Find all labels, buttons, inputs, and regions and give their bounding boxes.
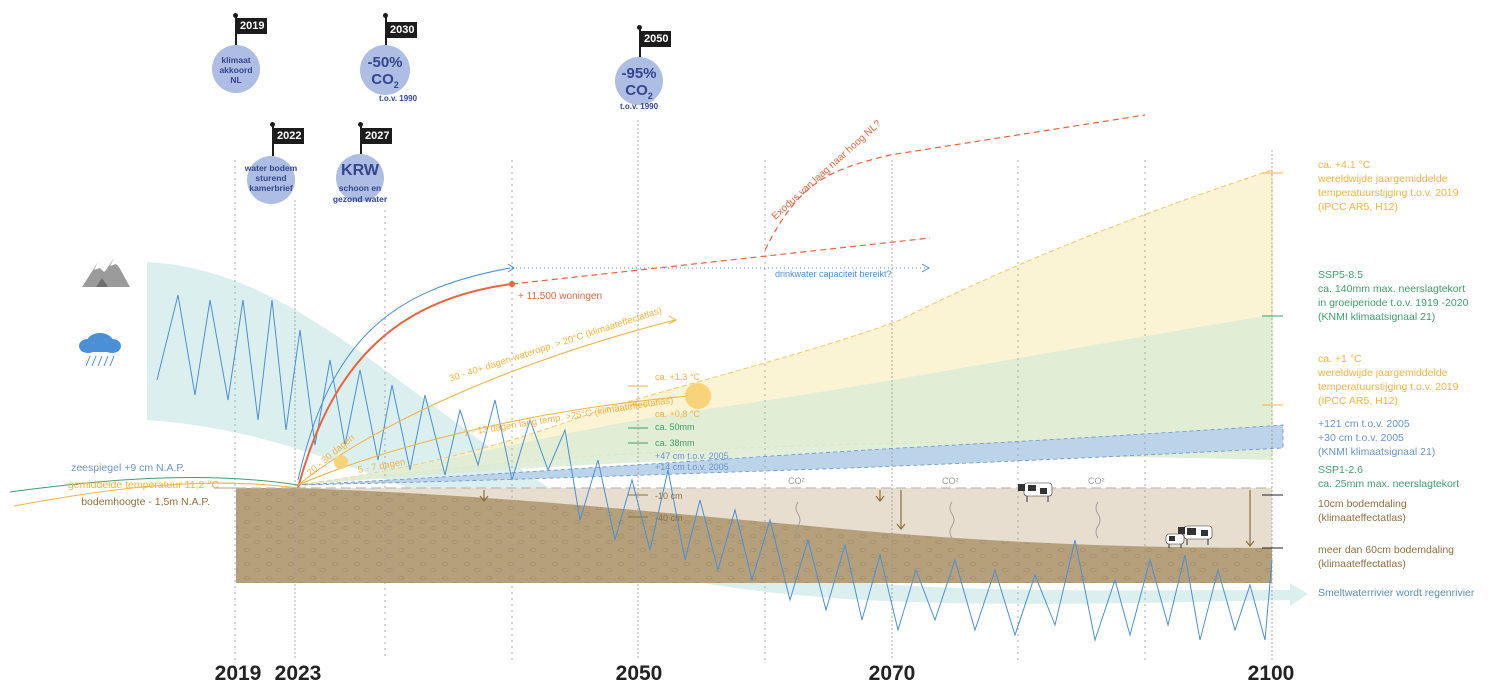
label-sea-47: +47 cm t.o.v. 2005 [655, 451, 729, 461]
legend-temp-low: ca. +1 °C wereldwijde jaargemiddelde tempe… [1318, 353, 1459, 407]
river-discharge-line [156, 294, 1273, 642]
label-sealevel-start: zeespiegel +9 cm N.A.P. [71, 462, 185, 474]
days-25-curve [297, 394, 701, 486]
milestone-2050-ref: t.o.v. 1990 [619, 102, 659, 111]
flag-2022: 2022 [274, 128, 305, 144]
year-2023: 2023 [274, 662, 322, 685]
rain-cloud-icon [79, 333, 121, 367]
label-drinkwater: drinkwater capaciteit bereikt? [775, 269, 892, 279]
sun-small [334, 455, 348, 469]
flag-pole [272, 124, 274, 156]
milestone-2027-title: KRW [341, 162, 379, 179]
exodus-curve [764, 114, 1146, 251]
milestone-2027-text: schoon en gezond water [332, 183, 388, 204]
legend-precip-low: SSP1-2.6 ca. 25mm max. neerslagtekort [1318, 464, 1460, 490]
milestone-2030: -50% CO2 t.o.v. 1990 [360, 45, 417, 103]
legend-river: Smeltwaterrivier wordt regenrivier [1318, 587, 1475, 599]
milestone-2019-text: klimaat akkoord NL [219, 55, 253, 85]
label-co2-3: CO² [1088, 476, 1105, 486]
mountain-icon [82, 258, 130, 287]
flag-2050: 2050 [641, 31, 672, 47]
label-soil-start: bodemhoogte - 1,5m N.A.P. [81, 496, 210, 508]
year-2070: 2070 [868, 662, 916, 685]
flag-pole [360, 124, 362, 154]
year-2050: 2050 [615, 662, 663, 685]
flag-pole [235, 15, 237, 45]
label-co2-2: CO² [942, 476, 959, 486]
flag-pole [639, 27, 641, 57]
label-sea-14: +14 cm t.o.v. 2005 [655, 462, 729, 472]
legend-subsidence-60: meer dan 60cm bodemdaling (klimaateffecta… [1318, 544, 1454, 570]
flag-2030: 2030 [387, 22, 418, 38]
milestone-2030-co2: CO2 [371, 71, 399, 90]
sun-large [685, 383, 711, 409]
milestone-2030-ref: t.o.v. 1990 [378, 94, 418, 103]
milestone-2050: -95% CO2 t.o.v. 1990 [615, 57, 663, 111]
milestone-2050-pct: -95% [621, 65, 657, 82]
flag-2027: 2027 [362, 128, 393, 144]
year-2019: 2019 [214, 662, 262, 685]
year-2100: 2100 [1247, 662, 1295, 685]
drinkwater-curve [297, 267, 511, 481]
flag-pole [385, 15, 387, 45]
label-subsidence-40: -40 cm [655, 513, 683, 523]
legend-temp-high: ca. +4.1 °C wereldwijde jaargemiddelde tem… [1318, 159, 1459, 213]
legend-subsidence-10: 10cm bodemdaling (klimaateffectatlas) [1318, 498, 1407, 524]
housing-curve [297, 283, 513, 489]
label-temp-08: ca. +0,8 °C [655, 409, 700, 419]
label-precip-38: ca. 38mm [655, 438, 695, 448]
label-co2-1: CO² [788, 476, 805, 486]
cow-1 [1018, 482, 1053, 502]
legend-precip-high: SSP5-8.5 ca. 140mm max. neerslagtekort in … [1318, 269, 1469, 323]
label-precip-50: ca. 50mm [655, 422, 695, 432]
milestone-2022-text: water bodem sturend kamerbrief [244, 163, 298, 193]
cow-2 [1178, 525, 1213, 545]
label-housing: + 11.500 woningen [518, 291, 603, 302]
label-subsidence-10: -10 cm [655, 491, 683, 501]
milestone-2050-co2: CO2 [625, 82, 653, 101]
meltwater-river-band [147, 262, 1308, 606]
milestone-2019: klimaat akkoord NL [212, 45, 260, 93]
cow-3 [1165, 533, 1185, 548]
legend-sealevel: +121 cm t.o.v. 2005 +30 cm t.o.v. 2005 (KN… [1318, 418, 1436, 458]
year-gridlines [234, 120, 1273, 660]
label-temp-13: ca. +1,3 °C [655, 372, 700, 382]
label-temperature-start: gemiddelde temperatuur 11,2 °C [67, 479, 219, 491]
milestone-2022: water bodem sturend kamerbrief [245, 156, 297, 204]
sealevel-band [294, 424, 1284, 486]
subsidence-area [295, 488, 1272, 548]
flag-2019: 2019 [237, 18, 268, 34]
days-20-curve [297, 319, 676, 486]
milestone-2030-pct: -50% [367, 54, 403, 71]
milestone-2027: KRW schoon en gezond water [333, 154, 387, 204]
